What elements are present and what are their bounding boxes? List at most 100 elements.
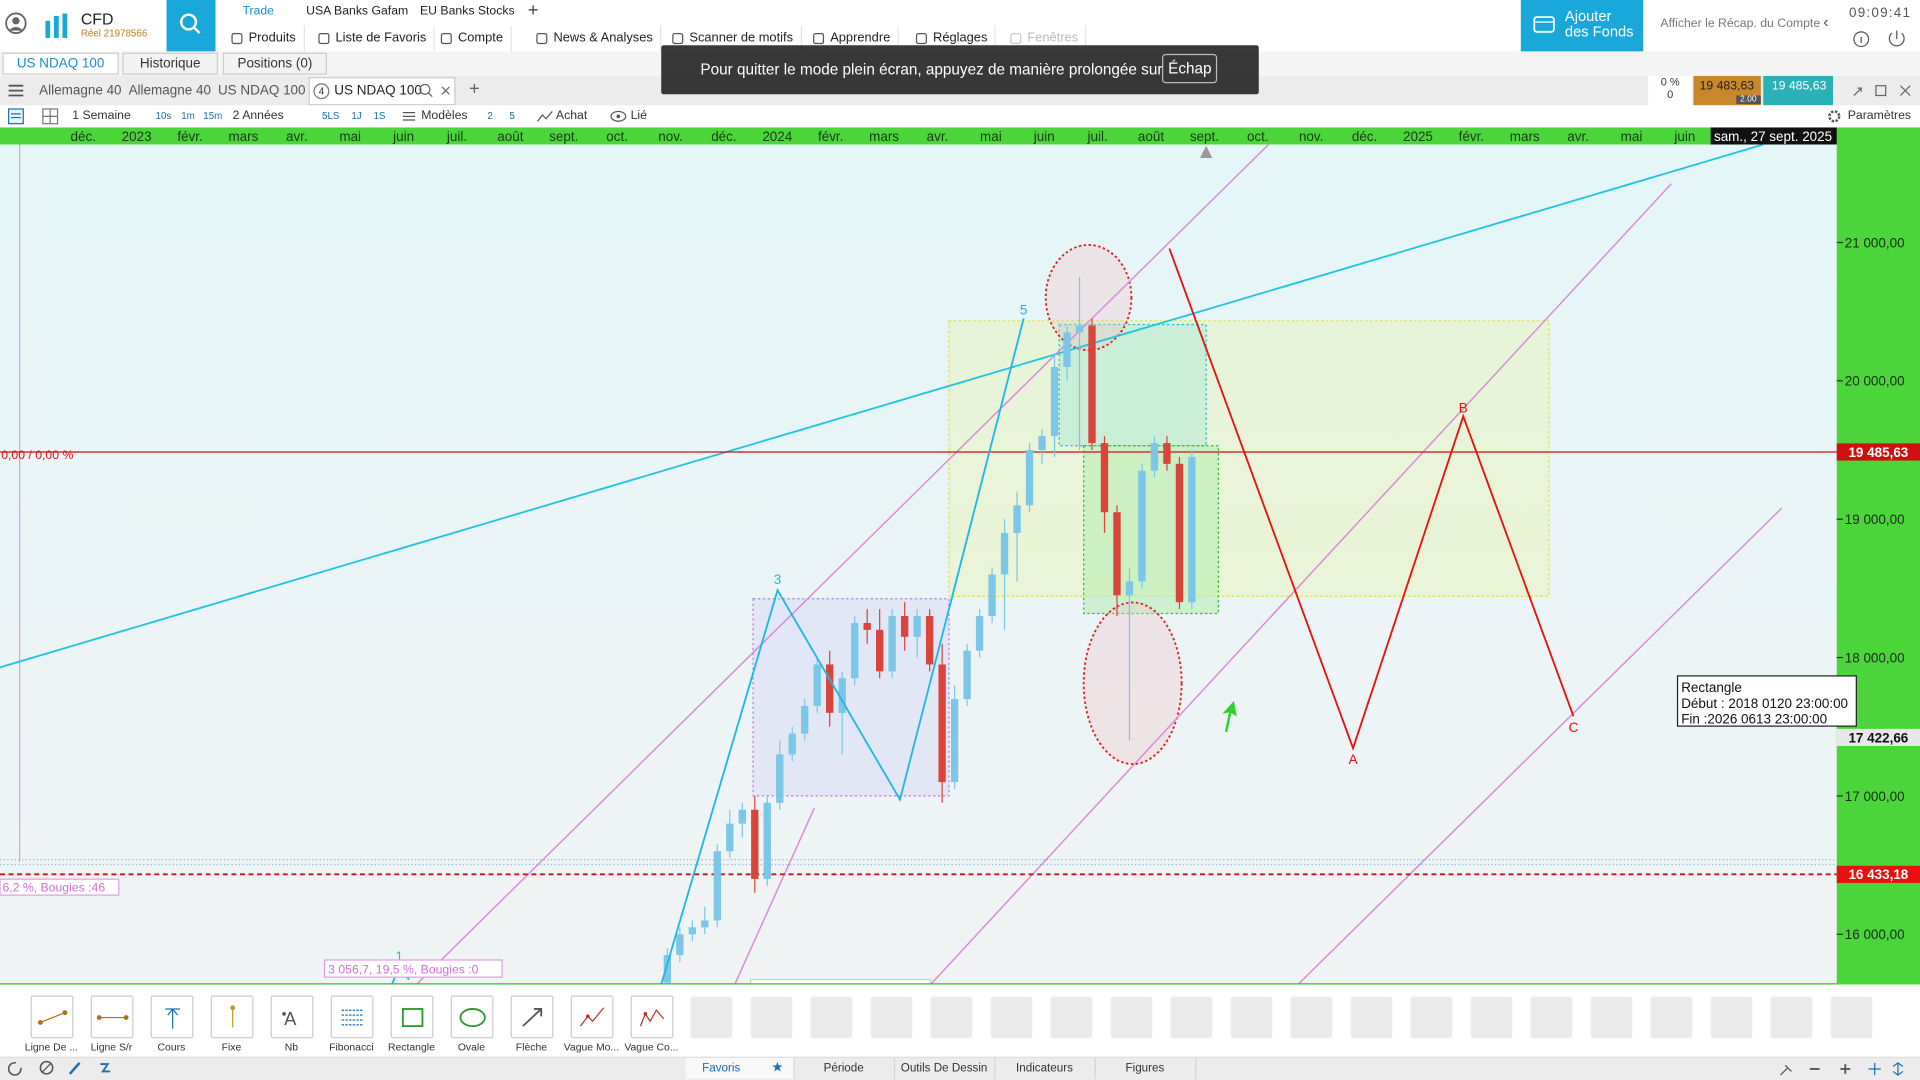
- bottom-tab[interactable]: Figures: [1095, 1057, 1197, 1079]
- bottom-left-icons[interactable]: [5, 1059, 121, 1077]
- abc-line[interactable]: [1168, 248, 1575, 751]
- menu-icon[interactable]: [7, 83, 24, 98]
- tool-label[interactable]: Vague Co...: [624, 1040, 679, 1054]
- tool-label[interactable]: Flèche: [515, 1040, 548, 1054]
- empty-slot[interactable]: [810, 996, 853, 1039]
- empty-slot[interactable]: [990, 996, 1033, 1039]
- chart-tab[interactable]: Allemagne 40: [39, 83, 122, 98]
- menu-item[interactable]: News & Analyses: [534, 25, 662, 52]
- workspace-tab[interactable]: Trade: [242, 4, 274, 19]
- bottom-tab[interactable]: Outils De Dessin: [894, 1057, 996, 1079]
- empty-slot[interactable]: [690, 996, 733, 1039]
- empty-slot[interactable]: [1830, 996, 1873, 1039]
- empty-slot[interactable]: [870, 996, 913, 1039]
- tool-label[interactable]: Fibonacci: [329, 1040, 374, 1054]
- layout-icons[interactable]: [7, 108, 61, 125]
- tool-button[interactable]: [210, 995, 254, 1039]
- chart-tab[interactable]: US NDAQ 100: [217, 83, 306, 98]
- wave-line[interactable]: [660, 318, 1025, 985]
- tool-label[interactable]: Fixe: [221, 1040, 242, 1054]
- empty-slot[interactable]: [1590, 996, 1633, 1039]
- tool-button[interactable]: [90, 995, 134, 1039]
- window-icons[interactable]: [1851, 83, 1915, 98]
- count[interactable]: 2: [487, 110, 493, 122]
- ask-button[interactable]: 19 485,63: [1763, 75, 1834, 106]
- tool-button[interactable]: [630, 995, 674, 1039]
- zone-rect[interactable]: [948, 320, 1550, 597]
- tool-button[interactable]: [570, 995, 614, 1039]
- workspace-tab[interactable]: EU Banks Stocks: [420, 4, 515, 19]
- count[interactable]: 5: [509, 110, 515, 122]
- menu-item[interactable]: Compte: [438, 25, 512, 52]
- menu-item[interactable]: Scanner de motifs: [670, 25, 802, 52]
- tool-label[interactable]: Ligne De ...: [24, 1040, 79, 1054]
- channel-line[interactable]: [734, 807, 815, 985]
- quick-range[interactable]: 5LS: [322, 110, 340, 122]
- bottom-tab[interactable]: Indicateurs: [994, 1057, 1096, 1079]
- tool-label[interactable]: Ovale: [457, 1040, 486, 1054]
- top-icons[interactable]: [1851, 29, 1912, 49]
- tool-label[interactable]: Rectangle: [387, 1040, 435, 1054]
- empty-slot[interactable]: [1290, 996, 1333, 1039]
- interval[interactable]: 15m: [203, 110, 223, 122]
- tool-button[interactable]: [330, 995, 374, 1039]
- workspace-tab[interactable]: USA Banks Gafam: [306, 4, 409, 19]
- empty-slot[interactable]: [750, 996, 793, 1039]
- panel-tab[interactable]: Historique: [122, 52, 218, 75]
- tool-button[interactable]: [30, 995, 74, 1039]
- account-summary-link[interactable]: Afficher le Récap. du Compte: [1660, 17, 1821, 31]
- collapse-arrow[interactable]: ‹: [1823, 12, 1829, 31]
- user-icon[interactable]: [5, 12, 27, 34]
- period-select[interactable]: 1 Semaine: [72, 108, 131, 123]
- interval[interactable]: 1m: [181, 110, 195, 122]
- bid-button[interactable]: 19 483,63 2.00: [1693, 75, 1761, 106]
- empty-slot[interactable]: [1230, 996, 1273, 1039]
- templates-button[interactable]: Modèles: [421, 108, 468, 123]
- empty-slot[interactable]: [1770, 996, 1813, 1039]
- tool-button[interactable]: [450, 995, 494, 1039]
- tool-label[interactable]: Nb: [284, 1040, 299, 1054]
- bottom-tab[interactable]: Favoris ★: [685, 1057, 795, 1079]
- tool-button[interactable]: [390, 995, 434, 1039]
- highlight-ellipse[interactable]: [1082, 601, 1183, 766]
- empty-slot[interactable]: [1530, 996, 1573, 1039]
- tool-label[interactable]: Vague Mo...: [563, 1040, 620, 1054]
- favorite-star[interactable]: ★: [771, 1060, 784, 1076]
- quick-range[interactable]: 1J: [351, 110, 362, 122]
- add-funds-button[interactable]: Ajouter des Fonds: [1520, 0, 1644, 52]
- panel-tab[interactable]: Positions (0): [222, 52, 327, 75]
- tab-actions[interactable]: [419, 83, 453, 99]
- active-chart-tab[interactable]: 4 US NDAQ 100: [308, 77, 456, 106]
- interval[interactable]: 10s: [155, 110, 172, 122]
- empty-slot[interactable]: [1110, 996, 1153, 1039]
- empty-slot[interactable]: [1470, 996, 1513, 1039]
- empty-slot[interactable]: [1170, 996, 1213, 1039]
- direction-button[interactable]: Achat: [555, 108, 588, 123]
- empty-slot[interactable]: [1050, 996, 1093, 1039]
- menu-item[interactable]: Apprendre: [811, 25, 899, 52]
- add-workspace[interactable]: +: [527, 0, 539, 21]
- add-chart-tab[interactable]: +: [468, 78, 480, 100]
- trend-line[interactable]: [0, 143, 1764, 669]
- empty-slot[interactable]: [1350, 996, 1393, 1039]
- tool-button[interactable]: [150, 995, 194, 1039]
- quick-range[interactable]: 1S: [373, 110, 386, 122]
- tool-label[interactable]: Ligne S/r: [90, 1040, 133, 1054]
- chart-tab[interactable]: Allemagne 40: [128, 83, 211, 98]
- link-button[interactable]: Lié: [630, 108, 647, 123]
- empty-slot[interactable]: [1710, 996, 1753, 1039]
- arrow[interactable]: [1219, 699, 1240, 733]
- menu-item[interactable]: Produits: [229, 25, 305, 52]
- empty-slot[interactable]: [1650, 996, 1693, 1039]
- settings-button[interactable]: Paramètres: [1847, 108, 1912, 123]
- menu-item[interactable]: Liste de Favoris: [316, 25, 435, 52]
- tool-button[interactable]: [510, 995, 554, 1039]
- search-button[interactable]: [166, 0, 216, 52]
- menu-item[interactable]: Réglages: [913, 25, 996, 52]
- channel-line[interactable]: [415, 143, 1270, 985]
- tool-button[interactable]: A: [270, 995, 314, 1039]
- zoom-icons[interactable]: [1778, 1060, 1915, 1077]
- channel-line[interactable]: [1297, 507, 1783, 985]
- panel-tab[interactable]: US NDAQ 100: [2, 52, 119, 75]
- zone-rect[interactable]: [1058, 323, 1207, 447]
